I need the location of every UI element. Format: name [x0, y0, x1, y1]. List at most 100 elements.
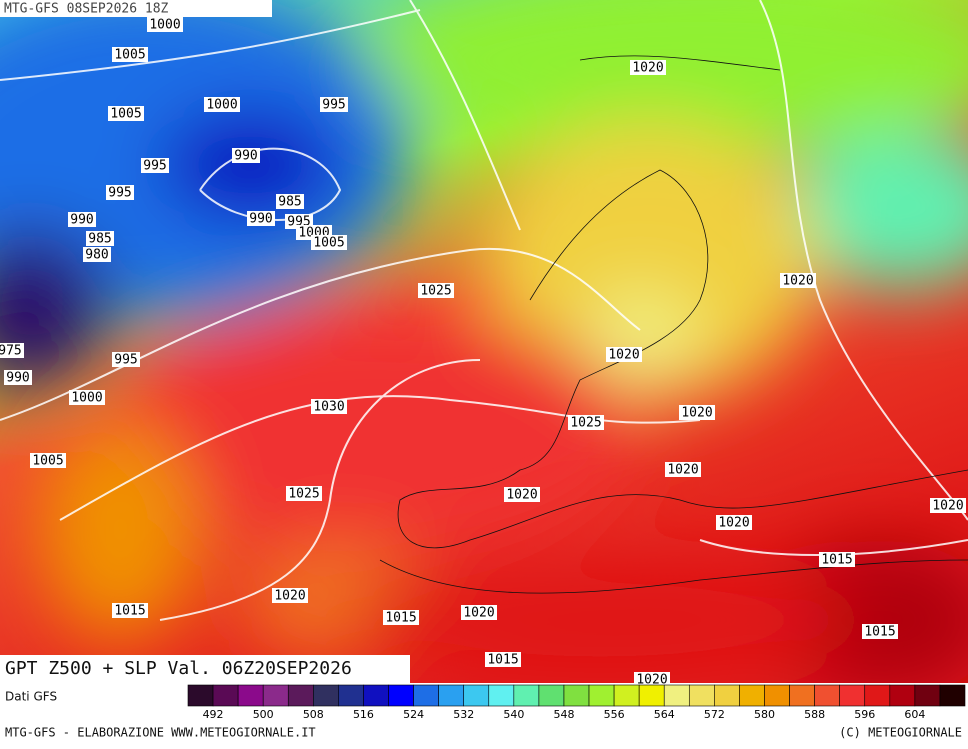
- colorbar-swatch: [739, 684, 765, 707]
- isobar-label: 1015: [487, 653, 518, 668]
- isobar-label-bg: [780, 273, 816, 288]
- isobar-label-bg: [108, 106, 144, 121]
- colorbar-swatch: [438, 684, 465, 707]
- isobar-label-bg: [286, 486, 322, 501]
- isobar-label-bg: [418, 283, 454, 298]
- colorbar-swatch: [363, 684, 389, 707]
- colorbar-tick-label: 604: [904, 708, 925, 721]
- isobar-label-bg: [606, 347, 642, 362]
- header-box: [0, 0, 272, 17]
- colorbar-tick-label: 540: [503, 708, 524, 721]
- isobar-label-bg: [106, 185, 134, 200]
- colorbar-source: Dati GFS: [5, 690, 57, 704]
- isobar-label: 1020: [718, 516, 749, 531]
- isobar-label: 995: [108, 186, 131, 201]
- colorbar-swatch: [688, 684, 715, 707]
- isobar-label-bg: [485, 652, 521, 667]
- isobar-label: 985: [278, 195, 301, 210]
- isobar-label-bg: [634, 672, 670, 687]
- colorbar-swatch: [839, 684, 866, 707]
- isobar-label-bg: [30, 453, 66, 468]
- isobar-label: 995: [114, 353, 137, 368]
- isobar-label: 1000: [71, 391, 102, 406]
- isobar-label-bg: [716, 515, 752, 530]
- isobar-label-bg: [112, 352, 140, 367]
- isobar-label-bg: [247, 211, 275, 226]
- isobar-label: 1020: [274, 589, 305, 604]
- isobar-label: 1015: [864, 625, 895, 640]
- colorbar-tick-label: 596: [854, 708, 875, 721]
- colorbar-swatch: [413, 684, 439, 707]
- isobar-label-bg: [272, 588, 308, 603]
- isobar-label-bg: [86, 231, 114, 246]
- isobar-label: 1020: [636, 673, 667, 688]
- isobar-label: 995: [322, 98, 345, 113]
- colorbar-tick-label: 556: [604, 708, 625, 721]
- colorbar-swatch: [313, 684, 339, 707]
- isobar-label: 990: [234, 149, 257, 164]
- isobar-label-bg: [862, 624, 898, 639]
- isobar-label-bg: [461, 605, 497, 620]
- map-field: [0, 0, 968, 683]
- isobar-label-bg: [679, 405, 715, 420]
- isobar-label-bg: [383, 610, 419, 625]
- isobar-label: 1000: [149, 18, 180, 33]
- isobar-label: 1020: [608, 348, 639, 363]
- colorbar-swatch: [764, 684, 790, 707]
- isobar-label-bg: [232, 148, 260, 163]
- colorbar-tick-label: 516: [353, 708, 374, 721]
- isobar-label-bg: [819, 552, 855, 567]
- header-title: MTG-GFS 08SEP2026 18Z: [4, 2, 169, 17]
- isobar-label: 1005: [114, 48, 145, 63]
- colorbar-tick-label: 524: [403, 708, 424, 721]
- isobar-label: 1015: [385, 611, 416, 626]
- isobar-label: 1020: [506, 488, 537, 503]
- colorbar-swatch: [388, 684, 414, 707]
- isobar-label: 1020: [681, 406, 712, 421]
- colorbar-tick-label: 508: [303, 708, 324, 721]
- isobar-label-bg: [568, 415, 604, 430]
- isobar-label: 1020: [632, 61, 663, 76]
- colorbar-swatch: [663, 684, 690, 707]
- colorbar-swatch: [513, 684, 540, 707]
- isobar-label-bg: [320, 97, 348, 112]
- colorbar-swatch: [889, 684, 916, 707]
- isobar-label: 1005: [110, 107, 141, 122]
- isobar-label-bg: [311, 399, 347, 414]
- isobar-label-bg: [141, 158, 169, 173]
- colorbar-swatch: [187, 684, 214, 707]
- isobar-label: 1015: [821, 553, 852, 568]
- isobar-label: 985: [88, 232, 111, 247]
- isobar-label: 980: [85, 248, 108, 263]
- isobar-label-bg: [665, 462, 701, 477]
- isobar-label: 975: [0, 344, 22, 359]
- colorbar-swatch: [237, 684, 264, 707]
- isobar-label: 1020: [667, 463, 698, 478]
- colorbar-swatch: [463, 684, 490, 707]
- colorbar-tick-label: 500: [253, 708, 274, 721]
- isobar-label-bg: [311, 235, 347, 250]
- isobar-label-bg: [112, 603, 148, 618]
- colorbar-swatch: [538, 684, 565, 707]
- footer-right: (C) METEOGIORNALE: [839, 726, 962, 740]
- isobar-label: 1025: [420, 284, 451, 299]
- colorbar-swatch: [789, 684, 815, 707]
- isobar-label-bg: [930, 498, 966, 513]
- colorbar-swatch: [212, 684, 239, 707]
- colorbar-swatch: [638, 684, 665, 707]
- colorbar-swatch: [714, 684, 740, 707]
- colorbar-tick-label: 564: [654, 708, 675, 721]
- colorbar-swatch: [814, 684, 840, 707]
- colorbar-swatch: [914, 684, 941, 707]
- isobar-label: 1015: [114, 604, 145, 619]
- colorbar-swatch: [939, 684, 966, 707]
- isobar-label-bg: [504, 487, 540, 502]
- isobar-label-bg: [276, 194, 304, 209]
- colorbar-tick-label: 492: [203, 708, 224, 721]
- map-title: GPT Z500 + SLP Val. 06Z20SEP2026: [5, 658, 352, 679]
- isobar-label: 1005: [32, 454, 63, 469]
- isobar-label-bg: [69, 390, 105, 405]
- isobar-label-bg: [630, 60, 666, 75]
- isobar-label-bg: [112, 47, 148, 62]
